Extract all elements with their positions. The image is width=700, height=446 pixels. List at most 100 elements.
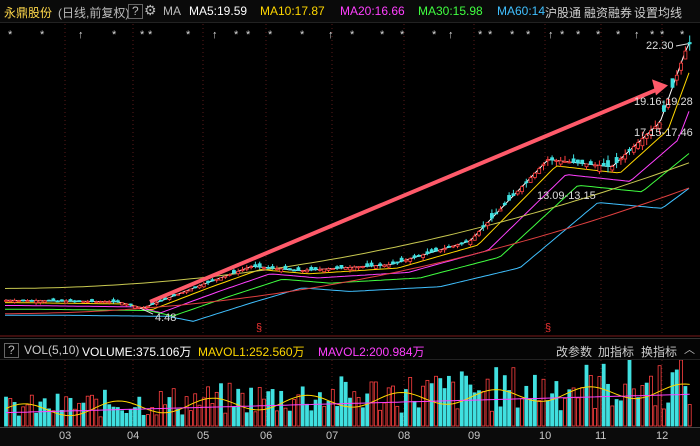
volume-bar bbox=[206, 386, 211, 427]
volume-bar bbox=[68, 397, 73, 427]
candle bbox=[373, 265, 378, 269]
candle bbox=[47, 299, 51, 302]
volume-bar bbox=[601, 363, 606, 427]
change-params-button[interactable]: 改参数 bbox=[556, 345, 593, 359]
candle bbox=[16, 300, 21, 302]
margin-link[interactable]: 融资融券 bbox=[584, 6, 633, 20]
candle bbox=[145, 305, 150, 308]
volume-bar bbox=[60, 409, 64, 427]
volume-bar bbox=[619, 400, 623, 427]
candle bbox=[103, 301, 107, 304]
volume-bar bbox=[395, 405, 400, 427]
volume-bar bbox=[296, 394, 301, 427]
candle bbox=[313, 267, 318, 271]
s-marker-2: § bbox=[545, 322, 552, 334]
volume-bar bbox=[481, 391, 486, 427]
volume-bar bbox=[502, 375, 507, 427]
candle bbox=[563, 161, 567, 163]
candle bbox=[158, 299, 163, 302]
event-marker: ↑ bbox=[548, 29, 554, 41]
candle bbox=[481, 225, 486, 228]
candle bbox=[51, 298, 56, 302]
volume-bar bbox=[507, 390, 512, 427]
event-marker: * bbox=[40, 29, 45, 41]
x-tick-label: 11 bbox=[595, 430, 607, 442]
ma20-line bbox=[5, 111, 690, 314]
candle bbox=[416, 255, 421, 257]
candle bbox=[464, 240, 469, 243]
gear-icon[interactable]: ⚙ bbox=[144, 2, 157, 18]
candle bbox=[309, 266, 314, 271]
volume-bar bbox=[550, 393, 554, 427]
candle bbox=[227, 274, 232, 276]
volume-bar bbox=[640, 385, 645, 427]
volume-bar bbox=[528, 398, 533, 427]
settings-ma-link[interactable]: 设置均线 bbox=[634, 6, 683, 20]
candle bbox=[541, 163, 546, 166]
stock-name[interactable]: 永鼎股份 bbox=[4, 6, 53, 20]
candle bbox=[554, 160, 559, 162]
volume-bar bbox=[34, 412, 38, 427]
candle bbox=[403, 259, 408, 262]
candle bbox=[528, 177, 533, 183]
volume-bar bbox=[386, 387, 391, 427]
mavol1-value: MAVOL1:252.560万 bbox=[198, 345, 305, 359]
volume-bar bbox=[644, 382, 649, 427]
candle bbox=[335, 266, 340, 269]
volume-bar bbox=[103, 389, 107, 427]
collapse-icon[interactable]: ︿ bbox=[684, 344, 695, 356]
event-marker: * bbox=[8, 29, 13, 41]
candle bbox=[163, 297, 168, 300]
candle bbox=[472, 235, 477, 241]
event-marker: * bbox=[350, 29, 355, 41]
event-marker: * bbox=[510, 29, 515, 41]
volume-bar bbox=[485, 378, 490, 427]
volume-bar bbox=[571, 387, 576, 427]
candle bbox=[180, 292, 185, 294]
hgt-link[interactable]: 沪股通 bbox=[545, 6, 582, 20]
volume-bar bbox=[352, 391, 357, 427]
candle bbox=[614, 157, 619, 164]
candle bbox=[137, 306, 142, 309]
vol-help-button[interactable]: ? bbox=[4, 343, 19, 358]
candle bbox=[687, 42, 692, 45]
candle bbox=[34, 300, 38, 304]
candle bbox=[283, 265, 288, 270]
volume-bar bbox=[300, 386, 305, 427]
switch-indicator-button[interactable]: 换指标 bbox=[641, 345, 678, 359]
volume-bar bbox=[29, 394, 34, 427]
candle bbox=[378, 263, 383, 266]
candle bbox=[330, 268, 335, 270]
candle bbox=[214, 278, 219, 281]
candle bbox=[636, 142, 640, 149]
event-marker: ↑ bbox=[212, 29, 218, 41]
ma30-value: MA30:15.98 bbox=[418, 4, 483, 18]
candle bbox=[287, 268, 292, 271]
add-indicator-button[interactable]: 加指标 bbox=[598, 345, 635, 359]
help-button[interactable]: ? bbox=[128, 4, 143, 19]
ma-label: MA bbox=[163, 4, 181, 18]
volume-bar bbox=[124, 412, 129, 427]
volume-bar bbox=[305, 403, 309, 427]
volume-bar bbox=[477, 390, 481, 427]
candle bbox=[188, 288, 193, 292]
volume-bar bbox=[42, 398, 47, 427]
volume-bar bbox=[201, 397, 206, 427]
candle bbox=[360, 266, 365, 268]
candle bbox=[429, 249, 434, 253]
event-marker: * bbox=[186, 29, 191, 41]
event-marker: * bbox=[526, 29, 531, 41]
candle bbox=[584, 163, 589, 168]
volume-bar bbox=[597, 376, 602, 427]
candle bbox=[296, 267, 301, 271]
x-tick-label: 12 bbox=[656, 430, 669, 442]
volume-bar bbox=[120, 410, 124, 427]
candle bbox=[477, 231, 481, 236]
candle bbox=[90, 299, 94, 302]
candle bbox=[120, 302, 124, 306]
candle bbox=[399, 257, 404, 262]
candle bbox=[68, 299, 73, 302]
candle bbox=[262, 266, 266, 269]
ma20-value: MA20:16.66 bbox=[340, 4, 405, 18]
